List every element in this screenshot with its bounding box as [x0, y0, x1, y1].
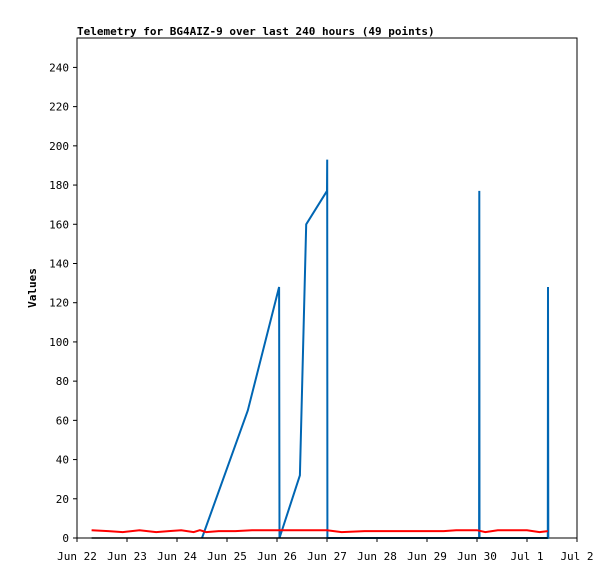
x-tick-label: Jun 28 — [357, 550, 397, 563]
x-tick-label: Jun 29 — [407, 550, 447, 563]
x-tick-label: Jun 27 — [307, 550, 347, 563]
x-tick-label: Jun 24 — [157, 550, 197, 563]
series-line-2 — [91, 529, 548, 534]
chart-title: Telemetry for BG4AIZ-9 over last 240 hou… — [77, 25, 435, 38]
x-tick-label: Jun 25 — [207, 550, 247, 563]
y-tick-label: 20 — [56, 493, 69, 506]
y-tick-label: 220 — [49, 101, 69, 114]
x-tick-label: Jun 26 — [257, 550, 297, 563]
series-group — [91, 159, 550, 539]
x-tick-label: Jul 2 — [560, 550, 593, 563]
x-tick-label: Jun 30 — [457, 550, 497, 563]
x-tick-label: Jun 23 — [107, 550, 147, 563]
series-line-1 — [201, 159, 550, 539]
y-tick-label: 180 — [49, 179, 69, 192]
y-tick-label: 80 — [56, 375, 69, 388]
y-tick-label: 100 — [49, 336, 69, 349]
y-tick-label: 0 — [62, 532, 69, 545]
y-tick-label: 160 — [49, 218, 69, 231]
x-tick-label: Jun 22 — [57, 550, 97, 563]
y-tick-label: 60 — [56, 414, 69, 427]
y-tick-label: 200 — [49, 140, 69, 153]
x-tick-label: Jul 1 — [510, 550, 543, 563]
y-axis-label: Values — [26, 268, 39, 308]
y-tick-label: 120 — [49, 297, 69, 310]
y-tick-label: 240 — [49, 61, 69, 74]
axis-ticks: 0 20 40 60 80 100 120 140 160 180 200 220 240 Jun 22 J… — [49, 61, 593, 563]
y-tick-label: 140 — [49, 257, 69, 270]
y-tick-label: 40 — [56, 454, 69, 467]
